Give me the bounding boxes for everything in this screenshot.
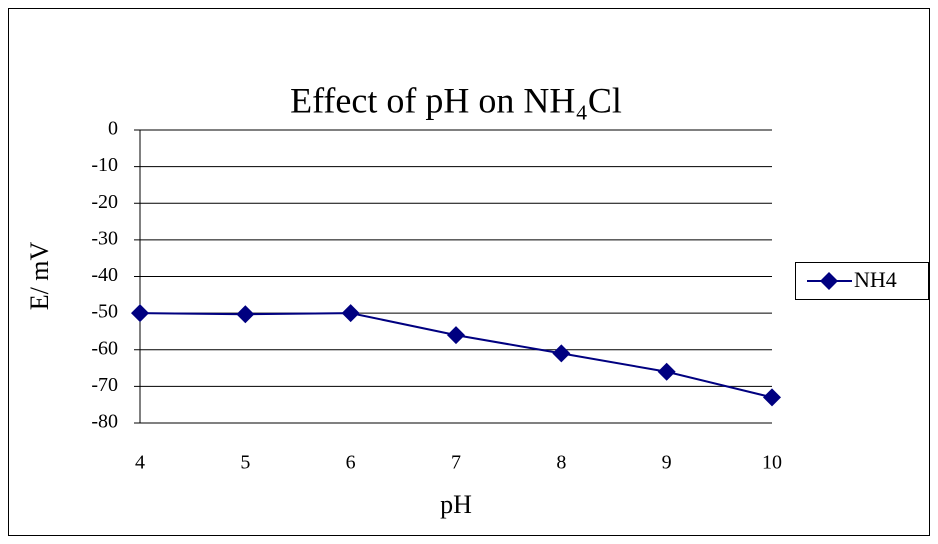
- data-point: [341, 304, 360, 323]
- x-tick-label: 10: [762, 452, 782, 474]
- legend-marker: [820, 272, 838, 290]
- chart-frame: [8, 8, 930, 536]
- chart-title: Effect of pH on NH₄Cl: [290, 80, 622, 120]
- data-point: [447, 326, 465, 345]
- legend-label: NH4: [854, 267, 897, 292]
- y-tick-label: -80: [91, 411, 118, 433]
- data-point: [657, 362, 676, 381]
- x-tick-label: 9: [662, 452, 672, 474]
- data-point: [552, 344, 571, 363]
- y-tick-label: -10: [91, 154, 118, 176]
- data-point: [131, 304, 149, 323]
- y-tick-label: -20: [91, 191, 118, 213]
- y-axis-label: E/ mV: [25, 241, 54, 310]
- y-tick-label: -50: [91, 301, 118, 323]
- x-tick-label: 5: [240, 452, 250, 474]
- x-tick-label: 8: [556, 452, 566, 474]
- x-axis-label: pH: [440, 490, 472, 519]
- y-tick-label: 0: [108, 118, 118, 140]
- x-tick-label: 7: [451, 452, 461, 474]
- data-point: [236, 305, 255, 324]
- x-tick-label: 6: [346, 452, 356, 474]
- y-tick-label: -30: [91, 227, 118, 249]
- y-tick-label: -40: [91, 264, 118, 286]
- y-tick-label: -60: [91, 337, 118, 359]
- x-tick-label: 4: [135, 452, 145, 474]
- data-point: [763, 388, 781, 407]
- y-tick-label: -70: [91, 374, 118, 396]
